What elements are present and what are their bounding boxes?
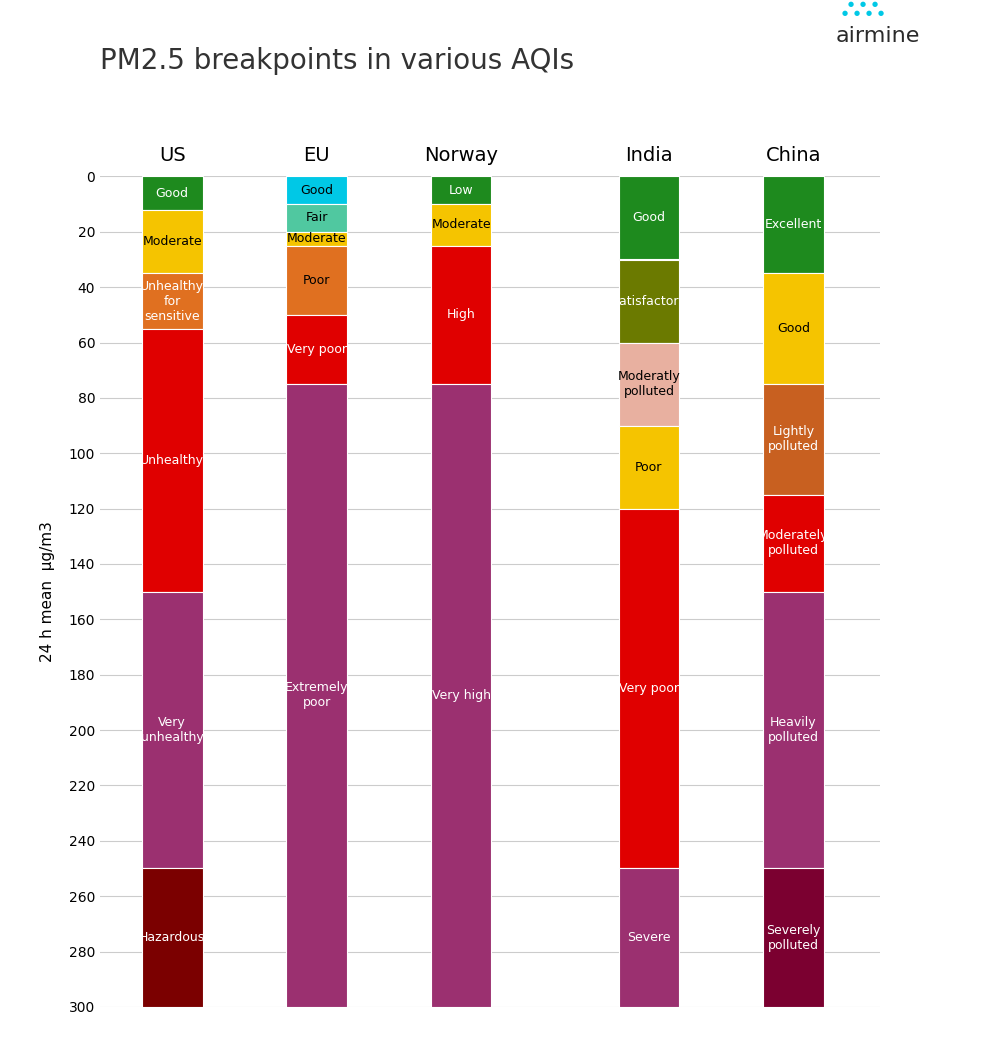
Bar [763,384,824,495]
Text: Excellent: Excellent [765,218,822,231]
Bar [431,384,491,1007]
Text: High: High [447,308,475,322]
Text: Lightly
polluted: Lightly polluted [768,426,819,454]
Bar [286,204,347,231]
Text: ●: ● [872,1,878,7]
Bar [142,273,203,329]
Bar [619,343,679,426]
Bar [286,246,347,315]
Text: Low: Low [449,184,473,197]
Bar [142,592,203,869]
Text: Moderate: Moderate [431,218,491,231]
Text: Unhealthy
for
sensitive: Unhealthy for sensitive [140,279,204,323]
Bar [431,204,491,246]
Bar [286,231,347,246]
Bar [619,509,679,869]
Text: Extremely
poor: Extremely poor [285,682,348,709]
Text: Severe: Severe [627,931,671,945]
Bar [763,495,824,592]
Text: ●: ● [854,9,860,16]
Text: Hazardous: Hazardous [139,931,205,945]
Bar [142,176,203,210]
Bar [142,329,203,592]
Bar [286,384,347,1007]
Text: Good: Good [632,212,665,224]
Text: ●: ● [860,1,866,7]
Text: ●: ● [842,9,848,16]
Text: ●: ● [848,1,854,7]
Bar [431,176,491,204]
Bar [763,869,824,1007]
Text: Good: Good [777,322,810,335]
Text: Very
unhealthy: Very unhealthy [141,716,204,744]
Text: Heavily
polluted: Heavily polluted [768,716,819,744]
Text: ●: ● [878,9,884,16]
Text: Satisfactory: Satisfactory [611,295,686,307]
Text: airmine: airmine [836,26,920,46]
Text: Moderate: Moderate [142,235,202,248]
Bar [619,426,679,509]
Text: Moderatly
polluted: Moderatly polluted [618,371,680,398]
Text: Poor: Poor [303,274,330,286]
Text: Good: Good [300,184,333,197]
Bar [619,176,679,260]
Bar [142,869,203,1007]
Text: Very high: Very high [432,689,491,702]
Y-axis label: 24 h mean  μg/m3: 24 h mean μg/m3 [40,521,55,662]
Bar [763,592,824,869]
Bar [286,176,347,204]
Text: Moderate: Moderate [287,233,346,245]
Text: ●: ● [866,9,872,16]
Text: PM2.5 breakpoints in various AQIs: PM2.5 breakpoints in various AQIs [100,47,574,75]
Bar [763,273,824,384]
Text: Good: Good [156,187,189,199]
Text: Very poor: Very poor [619,682,679,695]
Bar [431,246,491,384]
Bar [763,176,824,273]
Text: Poor: Poor [635,461,663,473]
Bar [619,869,679,1007]
Text: Fair: Fair [305,212,328,224]
Bar [619,260,679,343]
Bar [286,315,347,384]
Text: Unhealthy: Unhealthy [140,454,204,467]
Text: Moderately
polluted: Moderately polluted [758,529,829,557]
Text: Very poor: Very poor [287,343,347,356]
Text: Severely
polluted: Severely polluted [766,924,821,952]
Bar [142,210,203,273]
